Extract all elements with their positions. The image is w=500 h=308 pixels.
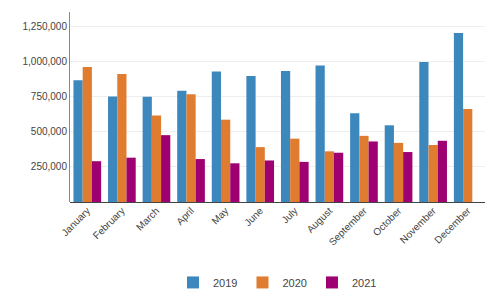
svg-text:April: April (174, 205, 196, 227)
svg-text:July: July (279, 205, 299, 225)
svg-text:1,000,000: 1,000,000 (23, 56, 68, 67)
svg-text:250,000: 250,000 (31, 161, 68, 172)
svg-text:1,250,000: 1,250,000 (23, 21, 68, 32)
svg-text:May: May (209, 205, 230, 226)
svg-text:500,000: 500,000 (31, 126, 68, 137)
svg-text:December: December (432, 205, 473, 246)
svg-text:June: June (242, 205, 265, 228)
svg-text:March: March (134, 205, 161, 232)
svg-text:September: September (327, 205, 370, 248)
svg-text:2020: 2020 (282, 277, 306, 289)
svg-text:750,000: 750,000 (31, 91, 68, 102)
svg-text:2019: 2019 (213, 277, 237, 289)
svg-text:February: February (91, 205, 127, 241)
svg-text:August: August (305, 205, 335, 235)
svg-text:2021: 2021 (352, 277, 376, 289)
svg-text:October: October (371, 205, 404, 238)
svg-text:January: January (59, 205, 92, 238)
svg-text:November: November (398, 205, 439, 246)
